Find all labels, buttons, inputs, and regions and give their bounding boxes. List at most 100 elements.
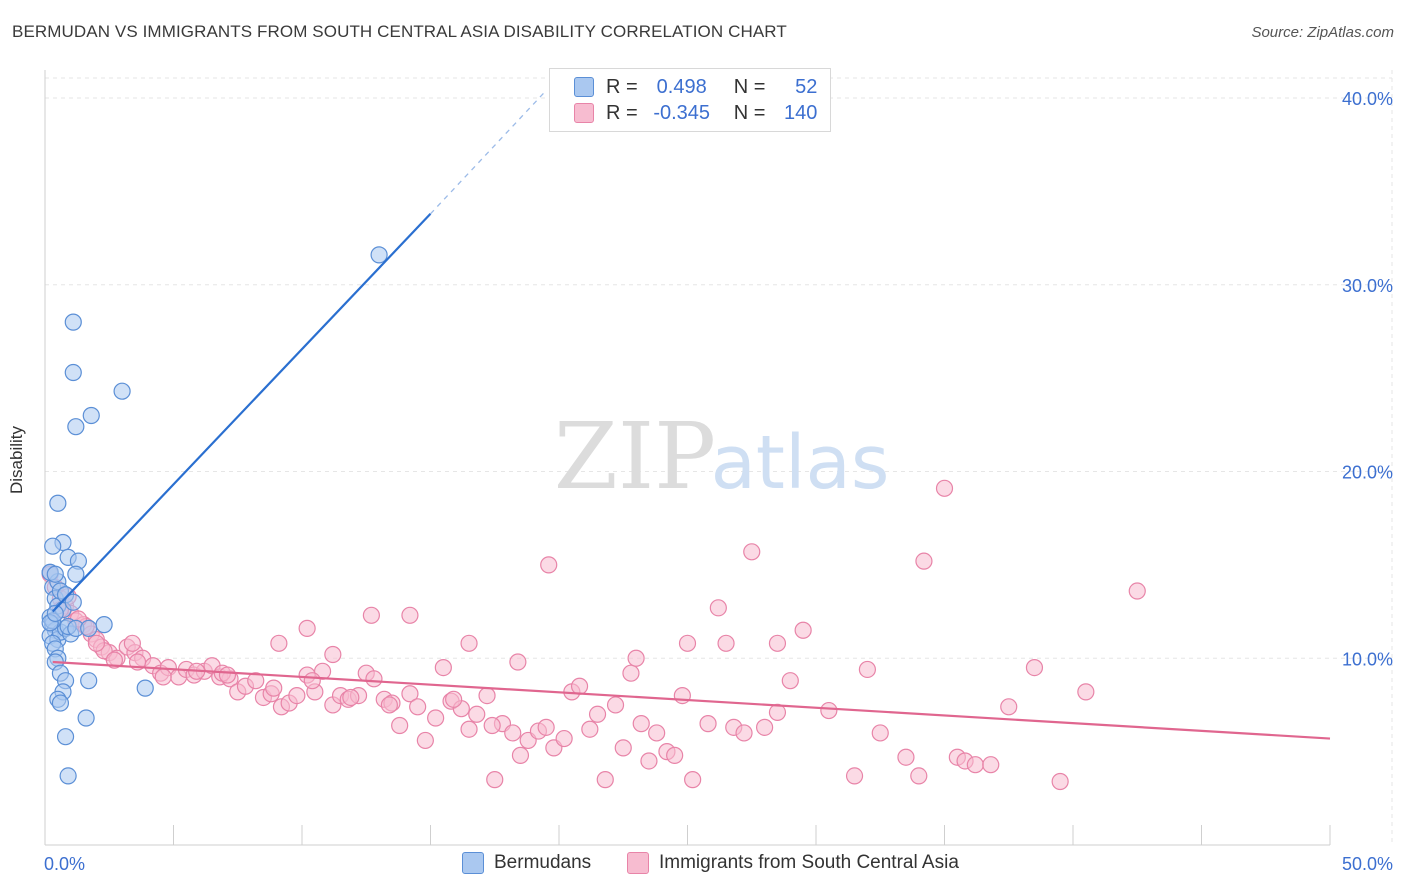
blue-point (82, 406, 100, 425)
y-tick-label: 30.0% (1342, 276, 1393, 296)
pink-point (743, 543, 761, 561)
pink-point (820, 701, 838, 720)
pink-point (915, 552, 933, 570)
pink-point (897, 748, 915, 766)
pink-point (401, 606, 419, 624)
blue-point (64, 363, 82, 382)
pink-point (1128, 582, 1146, 600)
pink-point (755, 718, 774, 736)
blue-point (113, 382, 131, 400)
blue-point (67, 565, 85, 583)
legend-label-bermudans: Bermudans (494, 852, 592, 873)
pink-point (596, 771, 614, 789)
pink-point (581, 720, 599, 738)
legend-n-label: N = (733, 101, 766, 124)
watermark: ZIP atlas (554, 403, 890, 510)
pink-point (570, 677, 589, 695)
blue-point (64, 593, 82, 611)
legend-n-label: N = (733, 75, 766, 98)
pink-point (622, 664, 640, 682)
pink-point (845, 767, 864, 785)
blue-point (44, 537, 62, 555)
pink-point (678, 634, 697, 652)
pink-point (87, 634, 106, 652)
pink-point (709, 599, 727, 617)
legend-row-immigrants: R = -0.345 N = 140 (574, 100, 817, 126)
pink-point (540, 556, 558, 574)
pink-point (265, 679, 283, 697)
tick-labels: 10.0% 20.0% 30.0% 40.0% 0.0% 50.0% (44, 89, 1393, 874)
pink-point (445, 690, 463, 708)
legend-label-immigrants: Immigrants from South Central Asia (659, 852, 959, 873)
blue-trend-line (51, 213, 432, 613)
pink-point (365, 670, 383, 688)
y-tick-label: 40.0% (1342, 89, 1393, 109)
legend-swatch-pink (574, 103, 594, 123)
blue-point (95, 616, 113, 634)
legend-swatch-blue (574, 77, 594, 97)
x-tick-label: 0.0% (44, 854, 85, 874)
pink-point (606, 696, 625, 714)
blue-point (64, 313, 82, 331)
pink-point (288, 687, 306, 705)
pink-point (1025, 658, 1044, 677)
legend-row-bermudans: R = 0.498 N = 52 (574, 74, 817, 100)
blue-point (51, 694, 70, 712)
pink-point (298, 619, 316, 637)
pink-point (391, 716, 409, 735)
blue-series-points (41, 246, 388, 785)
pink-point (460, 634, 478, 652)
legend-n-value: 52 (795, 75, 818, 98)
pink-point (123, 634, 141, 652)
chart-title: BERMUDAN VS IMMIGRANTS FROM SOUTH CENTRA… (12, 22, 787, 41)
pink-point (427, 709, 445, 727)
pink-point (218, 666, 237, 684)
pink-point (794, 621, 812, 639)
series-legend: Bermudans Immigrants from South Central … (0, 852, 1406, 878)
y-axis-label: Disability (7, 425, 26, 495)
pink-point (362, 606, 380, 624)
pink-point (673, 687, 691, 705)
legend-r-value: -0.345 (653, 101, 711, 124)
pink-point (483, 716, 501, 735)
blue-point (56, 728, 75, 746)
x-tick-label: 50.0% (1342, 854, 1393, 874)
pink-point (627, 649, 645, 667)
pink-point (735, 724, 753, 742)
legend-r-value: 0.498 (656, 75, 707, 98)
pink-point (910, 767, 928, 785)
pink-point (666, 746, 684, 764)
pink-point (324, 645, 342, 664)
pink-point (509, 653, 527, 671)
blue-point (49, 494, 67, 512)
pink-point (871, 724, 889, 742)
y-tick-label: 20.0% (1342, 463, 1393, 483)
pink-trend-line (52, 660, 1331, 740)
pink-point (416, 731, 434, 750)
pink-point (380, 696, 398, 714)
grid-lines (45, 70, 1393, 845)
pink-point (614, 739, 632, 757)
legend-swatch-pink (627, 852, 649, 874)
pink-point (401, 685, 419, 703)
source-label: Source: ZipAtlas.com (1251, 24, 1394, 41)
pink-point (648, 724, 666, 742)
pink-point (434, 658, 452, 677)
pink-point (270, 634, 288, 652)
pink-point (247, 672, 265, 690)
pink-point (966, 756, 984, 774)
pink-point (1051, 772, 1069, 791)
y-tick-label: 10.0% (1342, 649, 1393, 669)
pink-point (486, 771, 504, 789)
pink-point (935, 479, 954, 497)
blue-point (136, 679, 154, 697)
axes (44, 70, 1331, 846)
blue-trend-extension (430, 90, 547, 215)
legend-r-label: R = (606, 101, 638, 124)
blue-point (80, 619, 98, 637)
blue-point (67, 418, 85, 436)
pink-point (504, 724, 522, 742)
pink-point (632, 715, 650, 733)
pink-point (858, 660, 877, 679)
